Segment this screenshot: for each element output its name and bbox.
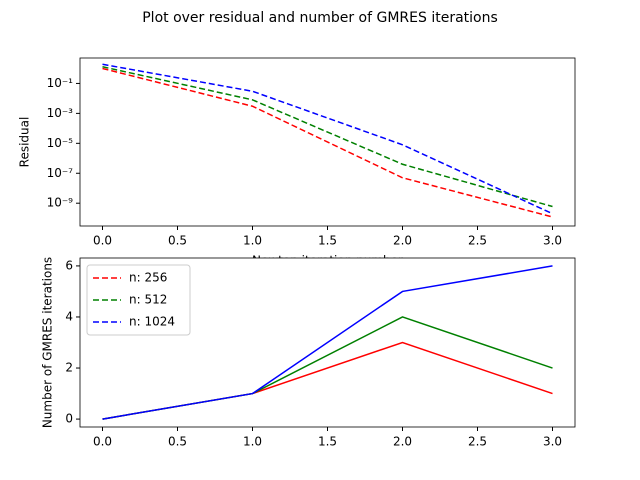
x-tick-label: 1.5 [318, 435, 337, 449]
y-tick-label: 10⁻³ [47, 106, 74, 120]
x-tick-label: 0.0 [93, 435, 112, 449]
legend-label: n: 512 [129, 293, 167, 307]
y-tick-label: 10⁻⁹ [47, 196, 74, 210]
data-line [102, 66, 553, 208]
legend-label: n: 256 [129, 271, 167, 285]
x-tick-label: 3.0 [543, 234, 562, 248]
y-tick-label: 10⁻⁵ [47, 136, 74, 150]
y-tick-label: 10⁻⁷ [47, 166, 74, 180]
legend-frame [86, 264, 191, 336]
data-line [102, 265, 553, 420]
x-tick-label: 2.5 [468, 435, 487, 449]
data-line [102, 67, 553, 218]
y-tick-label: 4 [65, 309, 73, 323]
x-tick-label: 1.0 [243, 234, 262, 248]
y-tick-label: 6 [65, 258, 73, 272]
y-tick-label: 10⁻¹ [47, 76, 74, 90]
x-tick-label: 1.0 [243, 435, 262, 449]
legend-label: n: 1024 [129, 315, 175, 329]
y-tick-label: 0 [65, 412, 73, 426]
x-tick-label: 0.0 [93, 234, 112, 248]
y-axis-label: Number of GMRES iterations [41, 257, 55, 428]
x-tick-label: 2.0 [393, 234, 412, 248]
axes-frame [79, 257, 576, 428]
x-tick-label: 3.0 [543, 435, 562, 449]
data-line [102, 63, 553, 215]
x-tick-label: 0.5 [168, 435, 187, 449]
x-tick-label: 0.5 [168, 234, 187, 248]
x-tick-label: 2.0 [393, 435, 412, 449]
figure-title: Plot over residual and number of GMRES i… [142, 10, 498, 26]
axes-frame [79, 57, 576, 227]
x-tick-label: 2.5 [468, 234, 487, 248]
y-axis-label: Residual [18, 117, 32, 168]
x-tick-label: 1.5 [318, 234, 337, 248]
y-tick-label: 2 [65, 361, 73, 375]
